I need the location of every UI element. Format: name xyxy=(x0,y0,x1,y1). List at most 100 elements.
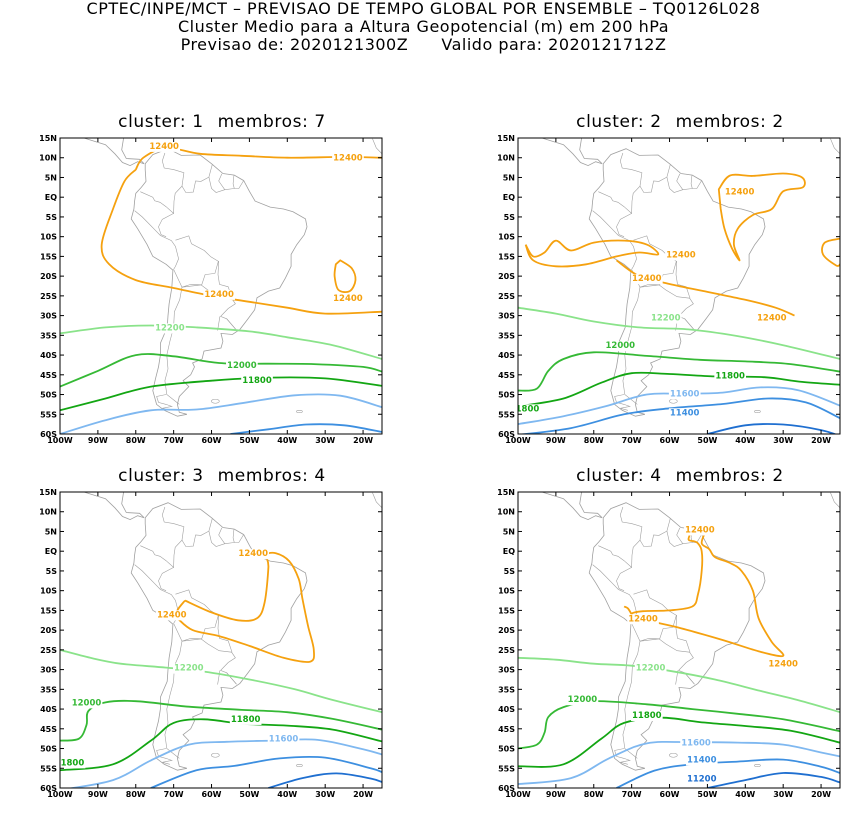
contour-label: 11600 xyxy=(681,739,711,749)
geopotential-map: 12400 12400 12400 12400 12200 12000 11800 1800 1… xyxy=(497,134,841,445)
country-border xyxy=(666,177,702,193)
lat-label: 5S xyxy=(504,213,516,222)
lat-label: 30S xyxy=(40,666,57,675)
contour-line-11400 xyxy=(150,755,382,788)
lat-label: 20S xyxy=(498,626,515,635)
country-border xyxy=(181,176,210,193)
contour-label-halo xyxy=(148,141,181,152)
falkland-islands xyxy=(669,752,678,758)
contour-label: 11800 xyxy=(632,711,662,721)
contour-label: 12400 xyxy=(333,154,363,164)
lon-label: 80W xyxy=(584,436,604,445)
contour-label: 12000 xyxy=(72,698,102,708)
contour-label-halo xyxy=(237,549,270,560)
contour-label: 12200 xyxy=(651,314,681,324)
lat-label: 25S xyxy=(40,292,57,301)
contour-line-11200 xyxy=(707,772,840,788)
contour-label: 12000 xyxy=(568,695,598,705)
contour-label: 12200 xyxy=(636,664,666,674)
cluster-panel-4: cluster: 4 membros: 2 12400 12400 12400 12200 12… xyxy=(480,466,847,816)
lat-label: 15S xyxy=(40,606,57,615)
patagonia-islands xyxy=(156,394,173,411)
country-border xyxy=(639,530,668,547)
south-georgia xyxy=(754,410,761,414)
contour-line-11200 xyxy=(707,423,838,434)
contour-label-halo xyxy=(332,153,364,164)
contour-line-12400 xyxy=(524,239,660,268)
africa-coast xyxy=(830,492,840,509)
contour-label-halo xyxy=(723,187,756,198)
lat-label: 5N xyxy=(503,173,515,182)
contour-label: 12200 xyxy=(155,323,185,333)
lat-label: 10S xyxy=(40,233,57,242)
country-border xyxy=(218,173,226,190)
lat-label: EQ xyxy=(45,193,57,202)
country-border xyxy=(676,173,684,190)
lat-label: 15N xyxy=(39,488,57,497)
contour-label-halo xyxy=(155,610,188,621)
country-border xyxy=(134,210,179,270)
contour-label-halo xyxy=(203,289,235,300)
contour-line-11800 xyxy=(60,718,382,772)
lon-label: 50W xyxy=(697,436,717,445)
map-frame xyxy=(59,491,383,789)
contour-label-halo xyxy=(229,714,262,725)
lon-label: 30W xyxy=(773,790,793,799)
geopotential-map: 12400 12400 12400 12400 12200 12000 11800 15N 10… xyxy=(39,134,383,445)
contour-label: 12400 xyxy=(768,660,798,670)
contour-line-12400 xyxy=(333,259,357,294)
country-border xyxy=(633,589,691,653)
cluster-number: 2 xyxy=(650,112,662,132)
lat-label: 45S xyxy=(498,725,515,734)
contour-label: 11800 xyxy=(55,758,85,768)
valid-for-label: Valido para: xyxy=(441,35,543,54)
south-georgia xyxy=(754,764,761,768)
lat-label: 5S xyxy=(46,213,58,222)
contour-label-halo xyxy=(226,360,258,371)
lon-label: 40W xyxy=(735,790,755,799)
lat-label: 40S xyxy=(498,351,515,360)
cluster-label: cluster: xyxy=(118,112,187,132)
contour-label-halo xyxy=(173,663,205,674)
contour-line-12200 xyxy=(518,656,840,714)
forecast-from-label: Previsao de: xyxy=(180,35,285,54)
contour-label-halo xyxy=(604,341,637,352)
contour-label: 11200 xyxy=(687,775,717,785)
lat-label: 5N xyxy=(45,173,57,182)
lon-label: 70W xyxy=(622,790,642,799)
contour-label-halo xyxy=(627,614,659,625)
lat-label: 40S xyxy=(40,351,57,360)
contour-label: 12400 xyxy=(204,290,234,300)
south-georgia xyxy=(296,764,303,768)
cluster-label: cluster: xyxy=(576,112,645,132)
contour-label-halo xyxy=(680,738,712,749)
members-count: 2 xyxy=(772,112,784,132)
lat-label: 15S xyxy=(498,252,515,261)
lon-label: 90W xyxy=(88,790,108,799)
south-georgia xyxy=(296,410,303,414)
lat-label: 30S xyxy=(498,312,515,321)
lat-label: 10S xyxy=(498,587,515,596)
lat-label: 60S xyxy=(498,430,515,439)
contour-label-halo xyxy=(714,371,747,382)
map-frame xyxy=(517,491,841,789)
contour-line-11400 xyxy=(518,397,840,434)
lat-label: 55S xyxy=(498,410,515,419)
contour-label: 12000 xyxy=(227,361,257,371)
contour-label-halo xyxy=(665,250,697,261)
members-count: 7 xyxy=(314,112,326,132)
country-border xyxy=(217,670,221,685)
south-america-coastline xyxy=(588,148,766,417)
lon-label: 50W xyxy=(239,790,259,799)
contour-label-halo xyxy=(631,710,663,721)
lon-label: 30W xyxy=(315,790,335,799)
lat-label: 30S xyxy=(498,666,515,675)
lat-label: 50S xyxy=(40,745,57,754)
lat-label: 10N xyxy=(497,154,515,163)
central-america-coastline xyxy=(540,492,603,521)
lat-label: 15N xyxy=(39,134,57,143)
figure-title: CPTEC/INPE/MCT – PREVISAO DE TEMPO GLOBA… xyxy=(86,0,761,18)
contour-label: 11800 xyxy=(231,715,261,725)
contour-label: 12200 xyxy=(174,664,204,674)
contour-label: 11600 xyxy=(670,389,700,399)
